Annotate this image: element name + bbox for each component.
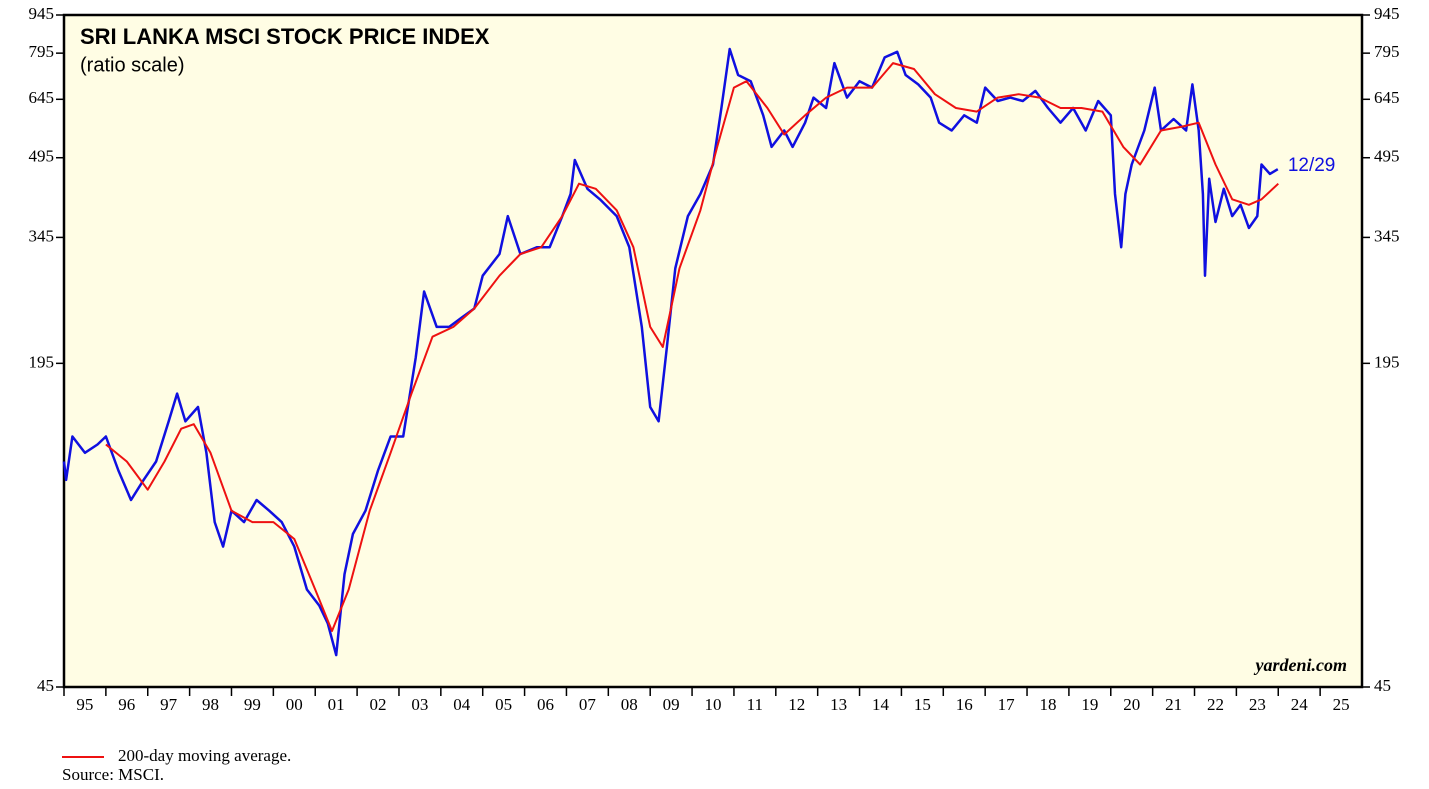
x-tick-label: 14: [872, 695, 890, 714]
x-tick-label: 98: [202, 695, 219, 714]
x-tick-label: 15: [914, 695, 931, 714]
plot-area: [62, 13, 1364, 689]
y2-tick-label: 495: [1374, 147, 1400, 166]
series-line: [105, 62, 1279, 632]
x-tick-label: 10: [705, 695, 722, 714]
x-tick-label: 24: [1291, 695, 1309, 714]
y-tick-label: 495: [29, 147, 55, 166]
chart-title: SRI LANKA MSCI STOCK PRICE INDEX: [80, 24, 490, 49]
x-tick-label: 16: [956, 695, 973, 714]
x-tick-label: 00: [286, 695, 303, 714]
y-tick-label: 345: [29, 226, 55, 245]
x-tick-label: 01: [328, 695, 345, 714]
x-tick-label: 22: [1207, 695, 1224, 714]
y2-tick-label: 345: [1374, 226, 1400, 245]
y2-tick-label: 195: [1374, 352, 1400, 371]
x-tick-label: 21: [1165, 695, 1182, 714]
x-tick-label: 08: [621, 695, 638, 714]
legend-label: 200-day moving average.: [118, 746, 291, 765]
y2-tick-label: 795: [1374, 42, 1400, 61]
end-label: 12/29: [1288, 155, 1336, 176]
x-tick-label: 07: [579, 695, 597, 714]
y2-tick-label: 945: [1374, 4, 1400, 23]
x-tick-label: 03: [411, 695, 428, 714]
source: Source: MSCI.: [62, 765, 164, 784]
y-tick-label: 945: [29, 4, 55, 23]
x-tick-label: 05: [495, 695, 512, 714]
y2-tick-label: 645: [1374, 88, 1400, 107]
x-tick-label: 25: [1333, 695, 1350, 714]
x-tick-label: 18: [1039, 695, 1056, 714]
x-tick-label: 02: [370, 695, 387, 714]
y-tick-label: 45: [37, 676, 54, 695]
x-tick-label: 95: [76, 695, 93, 714]
x-tick-label: 12: [788, 695, 805, 714]
x-tick-label: 19: [1081, 695, 1098, 714]
x-tick-label: 99: [244, 695, 261, 714]
x-tick-label: 06: [537, 695, 554, 714]
y2-tick-label: 45: [1374, 676, 1391, 695]
x-tick-label: 96: [118, 695, 135, 714]
series-line: [62, 47, 1279, 657]
y-tick-label: 645: [29, 88, 55, 107]
x-tick-label: 04: [453, 695, 471, 714]
chart-subtitle: (ratio scale): [80, 54, 184, 76]
x-tick-label: 13: [830, 695, 847, 714]
x-tick-label: 11: [747, 695, 763, 714]
watermark: yardeni.com: [1254, 655, 1348, 675]
x-tick-label: 97: [160, 695, 178, 714]
y-tick-label: 795: [29, 42, 55, 61]
x-tick-label: 23: [1249, 695, 1266, 714]
y-tick-label: 195: [29, 352, 55, 371]
x-tick-label: 17: [998, 695, 1016, 714]
x-tick-label: 20: [1123, 695, 1140, 714]
x-tick-label: 09: [663, 695, 680, 714]
